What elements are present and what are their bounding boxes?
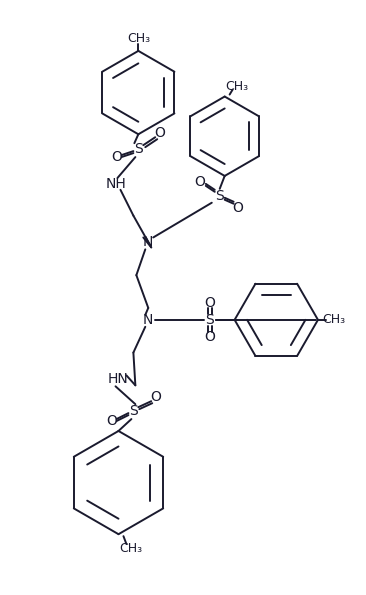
Text: O: O [194, 175, 205, 189]
Text: CH₃: CH₃ [322, 314, 346, 326]
Text: O: O [232, 201, 243, 215]
Text: O: O [111, 150, 122, 164]
Text: O: O [204, 296, 215, 310]
Text: HN: HN [108, 372, 129, 386]
Text: CH₃: CH₃ [127, 33, 150, 45]
Text: NH: NH [105, 177, 126, 191]
Text: S: S [205, 313, 214, 327]
Text: CH₃: CH₃ [225, 80, 248, 93]
Text: O: O [150, 390, 161, 404]
Text: CH₃: CH₃ [119, 541, 142, 555]
Text: O: O [155, 126, 165, 140]
Text: N: N [143, 313, 153, 327]
Text: O: O [204, 330, 215, 344]
Text: S: S [215, 189, 224, 203]
Text: O: O [106, 414, 117, 428]
Text: S: S [134, 142, 143, 156]
Text: N: N [143, 236, 153, 249]
Text: S: S [129, 404, 138, 418]
